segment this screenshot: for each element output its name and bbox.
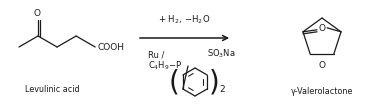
Text: COOH: COOH	[97, 43, 124, 52]
Text: Ru /: Ru /	[148, 51, 164, 60]
Text: Levulinic acid: Levulinic acid	[25, 86, 79, 95]
Text: + H$_2$, $-$H$_2$O: + H$_2$, $-$H$_2$O	[158, 13, 211, 26]
Text: O: O	[34, 8, 40, 17]
Text: 2: 2	[219, 84, 225, 93]
Text: (: (	[169, 68, 180, 96]
Text: O: O	[319, 24, 326, 33]
Text: O: O	[319, 61, 325, 70]
Text: SO$_3$Na: SO$_3$Na	[207, 47, 235, 60]
Text: ): )	[209, 68, 219, 96]
Text: γ-Valerolactone: γ-Valerolactone	[291, 87, 353, 96]
Text: C$_4$H$_9$$-$P: C$_4$H$_9$$-$P	[148, 60, 182, 73]
